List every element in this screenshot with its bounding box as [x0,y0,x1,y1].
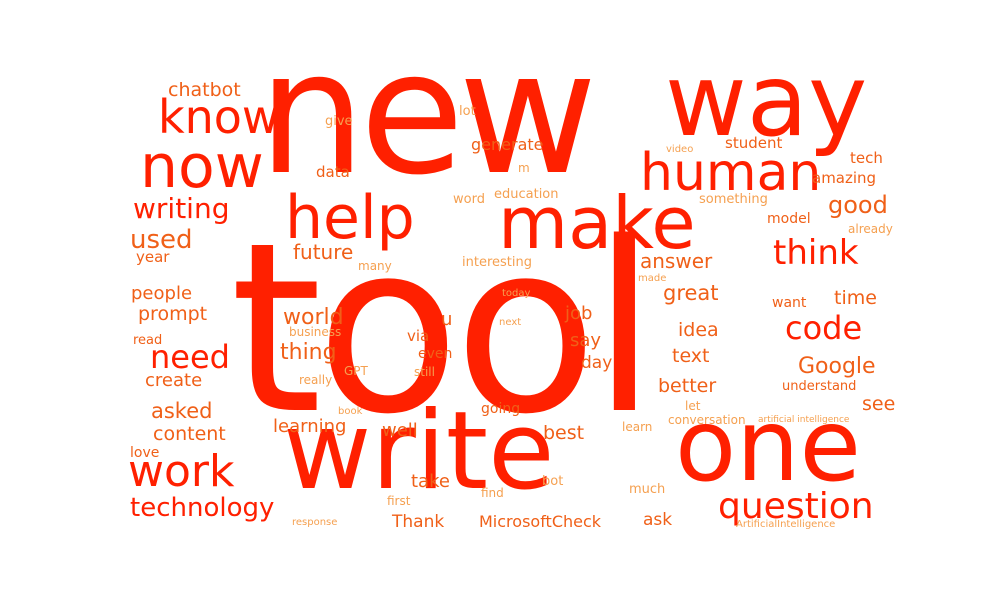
word-future: future [293,240,353,264]
word-answer: answer [640,249,713,273]
word-prompt: prompt [138,303,207,325]
word-take: take [411,471,450,492]
word-best: best [543,422,584,444]
word-bot: bot [542,474,563,489]
word-time: time [834,287,877,309]
word-still: still [414,365,435,379]
word-love: love [130,445,159,461]
word-human: human [640,143,821,203]
word-data: data [316,163,350,181]
word-thank: Thank [391,512,444,532]
word-give: give [325,114,353,129]
word-write: write [283,389,555,514]
word-learning: learning [273,416,346,437]
word-work: work [128,446,235,497]
word-going: going [481,401,520,417]
word-see: see [862,393,895,415]
word-text: text [672,345,710,367]
word-learn: learn [622,420,652,434]
word-much: much [629,482,665,497]
word-video: video [666,144,693,155]
word-education: education [494,187,559,202]
word-need: need [150,338,230,376]
word-artificialintelligence: ArtificialIntelligence [736,519,835,530]
word-one: one [675,387,861,504]
word-good: good [828,191,888,219]
word-know: know [158,90,280,144]
word-technology: technology [130,493,274,523]
word-next: next [499,317,521,328]
word-let: let [685,399,701,413]
word-m: m [518,161,530,175]
word-find: find [481,486,504,500]
word-tech: tech [850,149,883,167]
word-used: used [130,225,193,255]
word-conversation: conversation [668,413,746,427]
word-idea: idea [678,319,719,341]
word-chatbot: chatbot [168,79,241,101]
word-something: something [699,192,768,207]
word-artificial-intelligence: artificial intelligence [758,415,850,425]
word-many: many [358,259,392,273]
word-year: year [136,248,170,266]
word-world: world [283,305,344,330]
word-microsoftcheck: MicrosoftCheck [479,512,602,531]
word-question: question [718,486,874,527]
word-business: business [289,325,341,339]
word-book: book [338,406,363,417]
word-create: create [145,370,202,391]
word-job: job [564,303,592,324]
word-understand: understand [782,379,856,394]
word-day: day [581,353,612,373]
word-model: model [767,211,811,227]
word-want: want [772,295,807,311]
word-new: new [258,15,591,213]
word-gpt: GPT [344,364,369,378]
word-amazing: amazing [812,169,876,187]
word-tool: tool [230,193,651,466]
word-thing: thing [280,340,337,365]
word-ask: ask [643,510,672,530]
word-say: say [570,330,601,351]
word-first: first [387,494,411,508]
word-code: code [785,309,862,347]
word-lot: lot [459,104,476,119]
word-already: already [848,222,893,236]
word-generate: generate [471,135,543,154]
word-really: really [299,373,332,387]
word-student: student [725,134,782,152]
word-now: now [140,132,264,202]
word-writing: writing [133,192,229,225]
word-asked: asked [151,399,212,423]
word-response: response [292,517,337,528]
word-via: via [407,327,429,345]
word-interesting: interesting [462,255,532,270]
word-u: u [441,309,452,330]
word-well: well [382,420,418,441]
word-make: make [498,181,696,265]
word-way: way [665,42,867,159]
word-great: great [663,281,719,305]
word-better: better [658,375,716,397]
word-google: Google [798,354,876,379]
word-people: people [131,283,192,304]
word-think: think [773,233,859,273]
word-word: word [453,192,485,207]
word-content: content [153,423,226,445]
word-made: made [638,273,666,284]
word-help: help [285,183,415,253]
word-today: today [502,288,531,299]
word-even: even [418,346,452,362]
word-read: read [133,333,162,348]
